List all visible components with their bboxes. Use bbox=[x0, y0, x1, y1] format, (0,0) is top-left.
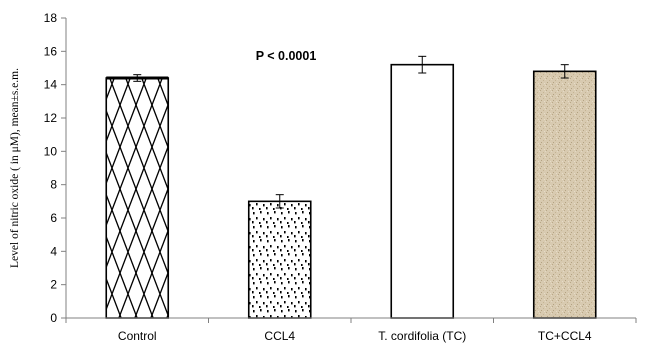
bar-t-cordifolia-tc bbox=[390, 63, 455, 319]
y-tick-label: 12 bbox=[44, 111, 58, 125]
bar-tc-ccl4 bbox=[532, 70, 597, 319]
x-tick-label: Control bbox=[118, 329, 157, 343]
y-tick-label: 4 bbox=[50, 244, 57, 258]
y-tick-label: 8 bbox=[50, 178, 57, 192]
x-tick-label: CCL4 bbox=[264, 329, 295, 343]
bar-control bbox=[105, 77, 170, 319]
x-axis: Control CCL4 T. cordifolia (TC) TC+CCL4 bbox=[65, 317, 637, 343]
y-tick-label: 0 bbox=[50, 311, 57, 325]
x-tick-label: TC+CCL4 bbox=[538, 329, 592, 343]
y-axis: 0 2 4 6 8 10 12 14 16 18 bbox=[44, 11, 67, 325]
y-tick-label: 18 bbox=[44, 11, 58, 25]
y-tick-label: 10 bbox=[44, 144, 58, 158]
x-tick-label: T. cordifolia (TC) bbox=[378, 329, 466, 343]
y-tick-label: 2 bbox=[50, 278, 57, 292]
y-tick-label: 16 bbox=[44, 44, 58, 58]
bar-ccl4 bbox=[247, 200, 312, 319]
y-axis-title: Level of nitric oxide ( in μM), mean±s.e… bbox=[9, 68, 21, 268]
y-tick-label: 14 bbox=[44, 78, 58, 92]
p-value-annotation: P < 0.0001 bbox=[256, 49, 317, 63]
y-tick-label: 6 bbox=[50, 211, 57, 225]
bars bbox=[105, 55, 597, 319]
